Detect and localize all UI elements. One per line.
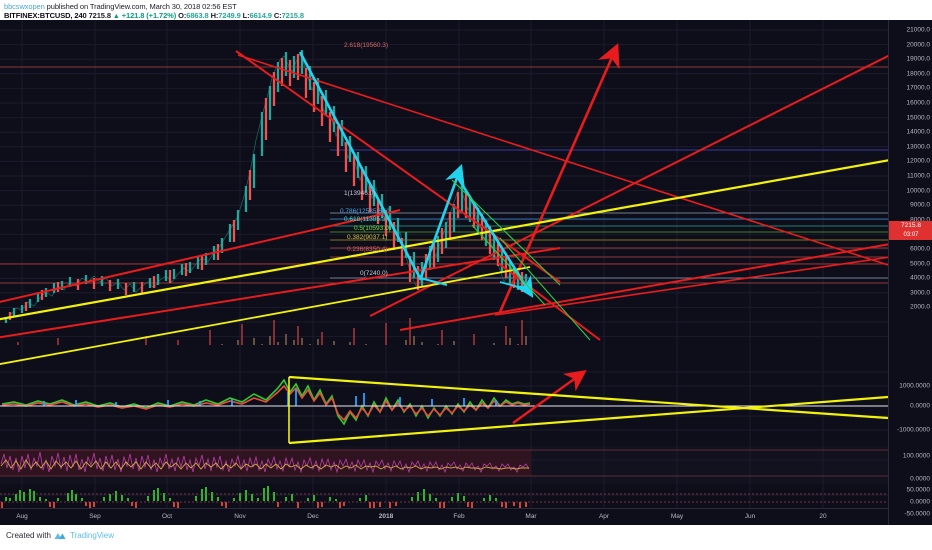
chart-plot-area[interactable]: 1(13946.0) 0.786(12535.6) 0.618(11385.3)… <box>0 20 888 508</box>
tradingview-logo-icon <box>54 533 66 539</box>
time-tick-dec: Dec <box>307 513 319 520</box>
volume-pane-bg <box>0 346 888 359</box>
time-axis[interactable]: Aug Sep Oct Nov Dec 2018 Feb Mar Apr May… <box>0 508 888 526</box>
close-label: C: <box>273 11 282 20</box>
price-tick-12000: 12000.0 <box>906 157 931 165</box>
trendline-red-mid-left <box>0 209 401 303</box>
trendline-red-lower-left <box>0 247 561 339</box>
low-label: L: <box>242 11 250 20</box>
hist-tick-50: 50.0000 <box>906 486 931 494</box>
price-tick-10000: 10000.0 <box>906 187 931 195</box>
trendline-yellow-price-upper <box>0 159 888 321</box>
trendline-red-ascending-low2 <box>494 256 888 316</box>
chart-container[interactable]: 1(13946.0) 0.786(12535.6) 0.618(11385.3)… <box>0 20 932 526</box>
fib-label-0236: 0.236(8350.4) <box>347 246 388 253</box>
trendline-red-descending <box>235 50 561 283</box>
symbol-label[interactable]: BITFINEX:BTCUSD, 240 <box>4 11 87 20</box>
price-tick-17000: 17000.0 <box>906 84 931 92</box>
volume-bars <box>17 318 527 345</box>
author-name[interactable]: bbcswxopen <box>4 2 45 11</box>
low-value: 6614.9 <box>249 11 272 20</box>
price-tick-16000: 16000.0 <box>906 99 931 107</box>
price-tick-6000: 6000.0 <box>910 245 930 253</box>
rsi-tick-100: 100.0000 <box>902 452 930 460</box>
trendline-yellow-macd-upper <box>288 395 888 445</box>
time-tick-20: 20 <box>819 513 827 520</box>
trendline-red-long-desc <box>237 54 888 266</box>
last-price: 7215.8 <box>88 11 111 20</box>
open-value: 6863.8 <box>186 11 209 20</box>
fib-label-0382: 0.382(9037.1) <box>347 234 388 241</box>
trendline-red-ascending-top <box>369 54 888 317</box>
countdown-tag: 03:07 <box>889 231 932 240</box>
zigzag-leg-2 <box>418 163 465 281</box>
fib-label-2618: 2.618(19560.3) <box>344 42 389 49</box>
price-tick-14000: 14000.0 <box>906 128 931 136</box>
price-tick-11000: 11000.0 <box>906 172 930 180</box>
chart-canvas[interactable] <box>0 20 888 508</box>
time-tick-mar: Mar <box>525 513 537 520</box>
publish-text: published on TradingView.com, March 30, … <box>44 2 237 11</box>
rsi-series <box>0 449 888 477</box>
chart-header: bbcswxopen published on TradingView.com,… <box>0 0 932 20</box>
tradingview-brand[interactable]: TradingView <box>70 531 115 540</box>
time-tick-jun: Jun <box>744 513 756 520</box>
hist-tick-0: 0.0000 <box>910 498 930 506</box>
publish-line: bbcswxopen published on TradingView.com,… <box>4 2 237 11</box>
fib-label-1: 1(13946.0) <box>344 190 376 197</box>
time-tick-aug: Aug <box>16 513 28 520</box>
price-tick-4000: 4000.0 <box>910 274 930 282</box>
fib-label-0786: 0.786(12535.6) <box>340 208 385 215</box>
price-tick-15000: 15000.0 <box>906 114 931 122</box>
macd-tick-1000: 1000.0000 <box>899 382 930 390</box>
fib-label-05: 0.5(10593.0) <box>354 225 391 232</box>
macd-projection-arrow[interactable] <box>512 369 587 424</box>
trendline-yellow-macd-lower <box>288 375 888 420</box>
high-value: 7249.9 <box>218 11 241 20</box>
price-tick-19000: 19000.0 <box>906 55 931 63</box>
footer: Created with TradingView <box>0 525 932 550</box>
macd-tick-0: 0.0000 <box>910 402 930 410</box>
price-axis[interactable]: 21000.0 20000.0 19000.0 18000.0 17000.0 … <box>888 20 932 525</box>
macd-pane-bg <box>0 360 888 445</box>
time-tick-feb: Feb <box>453 513 465 520</box>
open-label: O: <box>178 11 187 20</box>
rsi-tick-0: 0.0000 <box>910 475 930 483</box>
time-tick-may: May <box>670 513 684 520</box>
price-tick-8000: 8000.0 <box>910 216 930 224</box>
fib-label-0618: 0.618(11385.3) <box>344 216 388 223</box>
fib-label-0: 0(7240.0) <box>360 270 388 277</box>
macd-tick-n1000: -1000.0000 <box>897 426 930 434</box>
price-change: +121.8 (+1.72%) <box>121 11 177 20</box>
channel-green[interactable] <box>451 179 591 341</box>
time-tick-2018: 2018 <box>378 513 394 520</box>
price-tick-21000: 21000.0 <box>906 26 931 34</box>
trendline-red-ascending-low <box>399 243 888 331</box>
created-with-label: Created with <box>6 531 51 540</box>
macd-series <box>0 378 888 426</box>
symbol-line: BITFINEX:BTCUSD, 240 7215.8 ▲ +121.8 (+1… <box>4 11 304 20</box>
price-tick-5000: 5000.0 <box>910 260 930 268</box>
zigzag-leg-1 <box>298 51 422 279</box>
hist-tick-n50: -50.0000 <box>904 510 930 518</box>
price-tick-2000: 2000.0 <box>910 303 930 311</box>
current-price-tag[interactable]: 7215.8 <box>889 221 932 231</box>
up-arrow-icon: ▲ <box>112 13 120 20</box>
histogram-series <box>0 486 888 508</box>
candlesticks <box>4 50 528 323</box>
price-tick-3000: 3000.0 <box>910 289 930 297</box>
high-label: H: <box>210 11 219 20</box>
zigzag-leg-1b <box>419 277 448 286</box>
time-tick-oct: Oct <box>161 513 173 520</box>
price-tick-20000: 20000.0 <box>906 41 931 49</box>
time-tick-nov: Nov <box>234 513 246 520</box>
price-tick-18000: 18000.0 <box>906 70 931 78</box>
close-value: 7215.8 <box>281 11 304 20</box>
price-tick-13000: 13000.0 <box>906 143 931 151</box>
time-tick-apr: Apr <box>598 513 610 520</box>
price-tick-9000: 9000.0 <box>910 201 930 209</box>
time-tick-sep: Sep <box>89 513 101 520</box>
zigzag-leg-3b <box>499 281 531 291</box>
